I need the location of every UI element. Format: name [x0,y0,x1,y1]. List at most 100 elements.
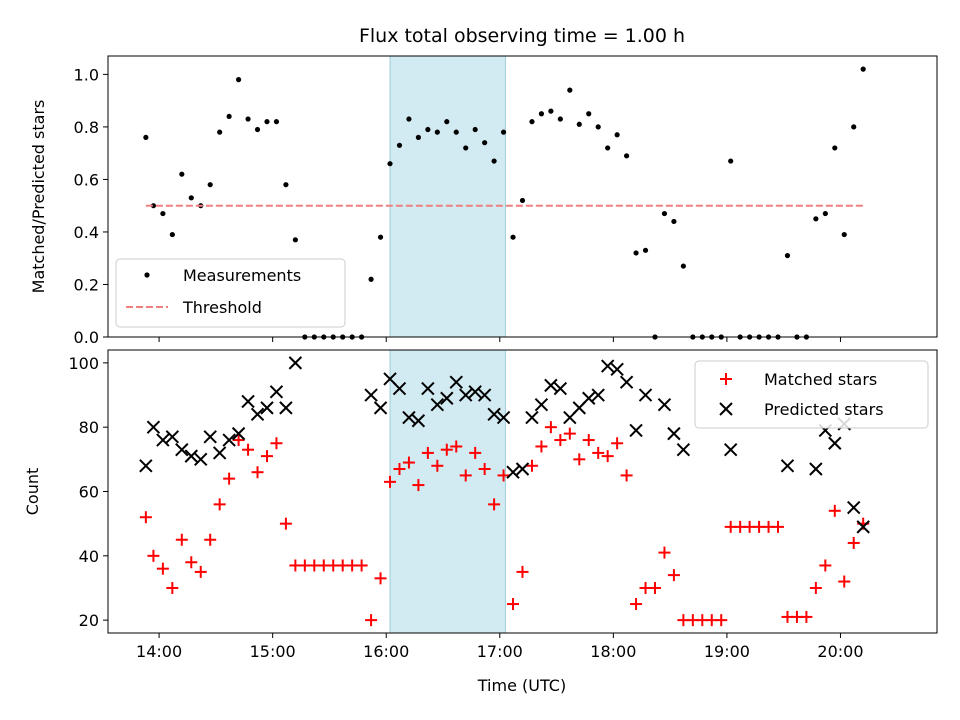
measurement-point [557,116,563,122]
matched-stars-point [554,434,567,447]
measurement-point [169,231,175,238]
predicted-stars-point [421,381,435,396]
predicted-stars-point [553,381,568,396]
matched-stars-point [242,443,255,456]
measurement-point [150,203,157,209]
matched-stars-point [365,614,378,627]
predicted-stars-point [828,436,842,450]
measurement-point [368,276,374,282]
measurement-point [472,126,478,133]
y-tick-label: 0.8 [74,118,99,137]
predicted-stars-point [430,397,445,412]
measurement-point [661,210,668,217]
predicted-stars-point [241,394,255,409]
measurement-point [292,237,298,243]
measurement-point [415,134,422,141]
predicted-stars-point [506,465,520,479]
matched-stars-point [525,459,538,472]
matched-stars-point [507,598,520,611]
y-tick-label: 0.4 [74,223,99,242]
measurement-point [680,263,686,269]
predicted-stars-point [856,520,870,534]
predicted-stars-point [525,410,539,425]
measurement-point [529,119,535,125]
top-axes-frame [107,55,938,338]
matched-stars-point [535,440,548,453]
x-tick-label: 17:00 [477,642,523,661]
predicted-stars-point [534,397,549,412]
predicted-stars-point [600,359,615,373]
predicted-stars-point [468,385,482,399]
measurement-point [822,210,828,217]
matched-stars-point [469,446,482,459]
measurement-point [377,234,384,240]
matched-stars-point [563,427,576,440]
measurement-point [482,140,488,146]
predicted-stars-point [279,401,293,415]
measurement-point [813,216,819,222]
predicted-stars-point [364,388,378,402]
predicted-stars-point [809,462,823,476]
measurement-point [841,231,847,238]
legend-label-matched: Matched stars [764,370,877,389]
matched-stars-point [156,562,169,575]
top-x-ticks [158,337,841,342]
predicted-stars-point [449,375,463,389]
measurement-point [406,116,412,122]
legend-label-predicted: Predicted stars [764,400,884,419]
y-tick-label: 20 [79,611,99,630]
legend-label-measurements: Measurements [183,266,301,285]
x-tick-label: 20:00 [817,642,863,661]
predicted-stars-point [676,442,691,457]
top-chart: Flux total observing time = 1.00 h 0.00.… [29,25,938,347]
matched-stars-point [185,556,198,569]
measurement-point [453,129,459,135]
measurement-point [283,182,289,188]
y-tick-label: 0.6 [74,170,99,189]
predicted-stars-point [373,401,388,415]
predicted-stars-point [515,462,530,476]
matched-stars-point [139,511,152,524]
measurement-point [548,108,554,114]
y-tick-label: 80 [79,418,99,437]
measurement-point [463,145,469,151]
matched-stars-point [847,536,860,549]
measurement-point [425,126,431,133]
matched-stars-point [658,546,671,559]
predicted-stars-point [657,397,672,412]
matched-stars-point [279,517,292,530]
predicted-stars-point [477,388,492,402]
matched-stars-point [488,498,501,511]
x-tick-label: 18:00 [590,642,636,661]
measurement-point [235,77,242,83]
measurement-point [254,126,261,133]
measurement-point [728,158,734,164]
predicted-stars-point [222,433,236,447]
matched-stars-point [838,575,851,588]
top-chart-title: Flux total observing time = 1.00 h [359,25,685,47]
measurement-point [538,111,545,117]
measurement-point [586,111,592,117]
matched-stars-point [270,437,283,450]
measurement-point [160,210,166,217]
predicted-stars-point [156,433,170,447]
predicted-stars-point [440,391,454,405]
matched-stars-point [648,581,661,594]
measurement-point [576,121,582,127]
predicted-stars-point [780,459,795,473]
predicted-stars-point [544,378,558,393]
bottom-legend-box [694,360,929,429]
measurement-point [179,171,185,177]
predicted-stars-point [723,442,738,457]
y-tick-label: 100 [68,354,99,373]
top-y-axis-label: Matched/Predicted stars [29,100,48,294]
predicted-stars-point [203,430,217,444]
y-tick-label: 1.0 [74,65,99,84]
matched-stars-point [667,569,680,582]
bottom-y-axis-label: Count [23,468,42,516]
predicted-stars-point [411,414,426,428]
matched-stars-point [450,440,463,453]
matched-stars-point [147,549,160,562]
matched-stars-point [516,565,529,578]
matched-stars-point [573,453,586,466]
